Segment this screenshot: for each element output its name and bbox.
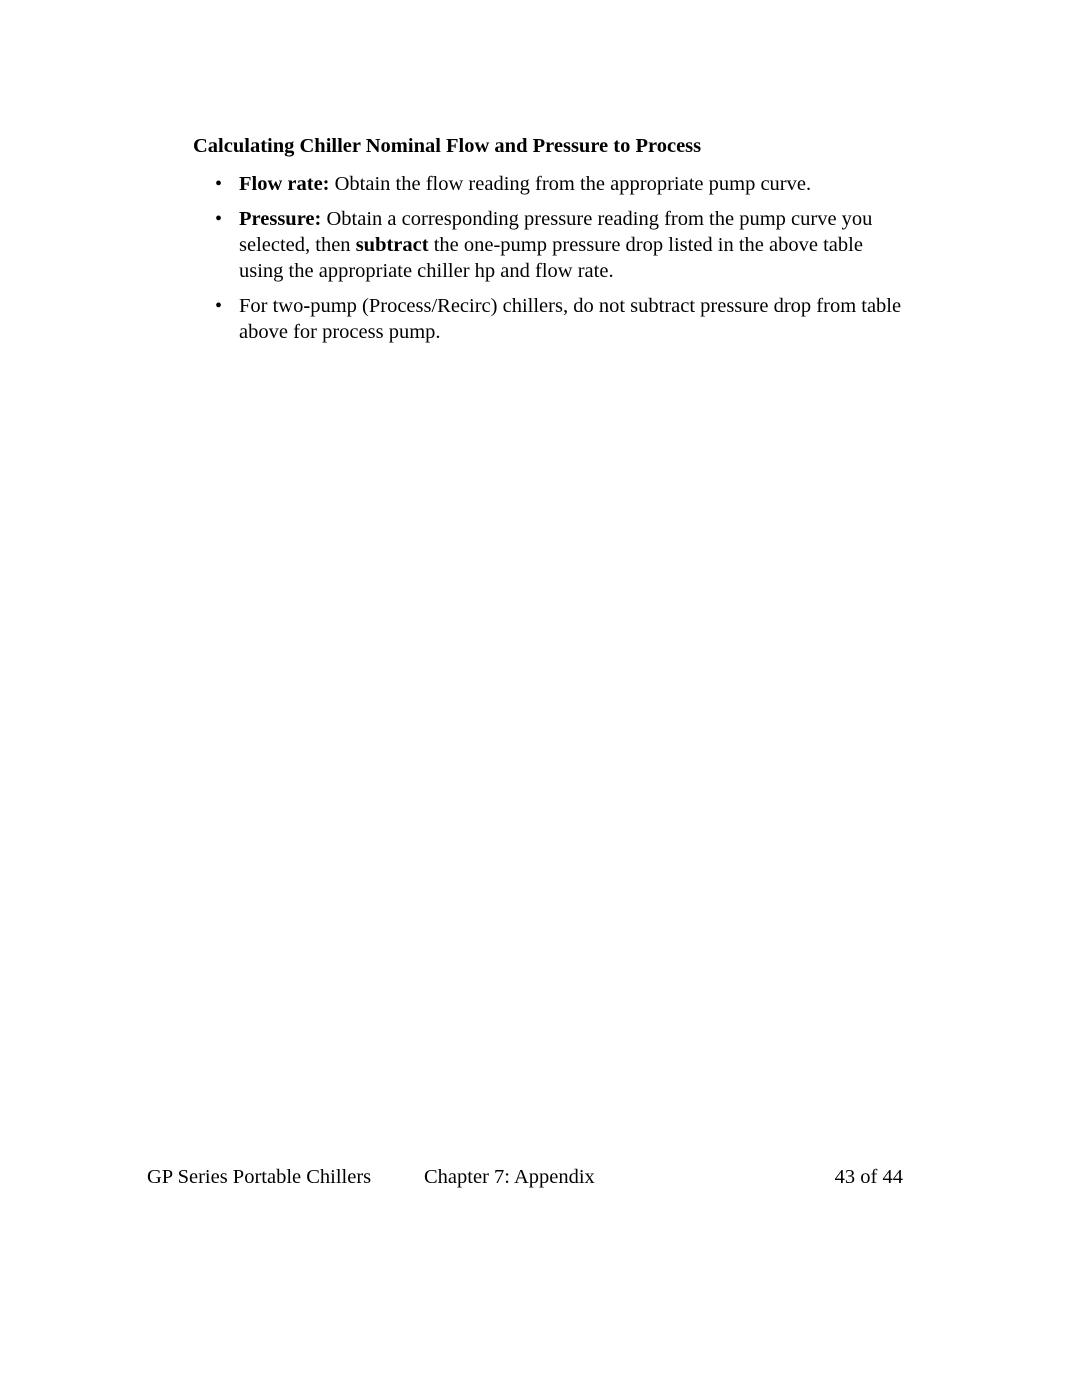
page-body: Calculating Chiller Nominal Flow and Pre… <box>0 0 1080 345</box>
list-item: For two-pump (Process/Recirc) chillers, … <box>239 294 903 345</box>
footer-doc-title: GP Series Portable Chillers <box>147 1166 371 1189</box>
footer-page-number: 43 of 44 <box>835 1166 903 1189</box>
bullet-label: Flow rate: <box>239 173 330 195</box>
bullet-bold-word: subtract <box>356 234 429 256</box>
page-footer: GP Series Portable Chillers Chapter 7: A… <box>0 1166 1080 1189</box>
bullet-label: Pressure: <box>239 208 321 230</box>
bullet-text: pump (Process/Recirc) chillers, do not s… <box>239 295 901 343</box>
bullet-text: For two <box>239 295 303 317</box>
list-item: Flow rate: Obtain the flow reading from … <box>239 172 903 198</box>
list-item: Pressure: Obtain a corresponding pressur… <box>239 207 903 284</box>
footer-chapter: Chapter 7: Appendix <box>424 1166 595 1189</box>
bullet-text: Obtain the flow reading from the appropr… <box>330 173 812 195</box>
bullet-list: Flow rate: Obtain the flow reading from … <box>193 172 903 346</box>
section-heading: Calculating Chiller Nominal Flow and Pre… <box>193 133 903 160</box>
